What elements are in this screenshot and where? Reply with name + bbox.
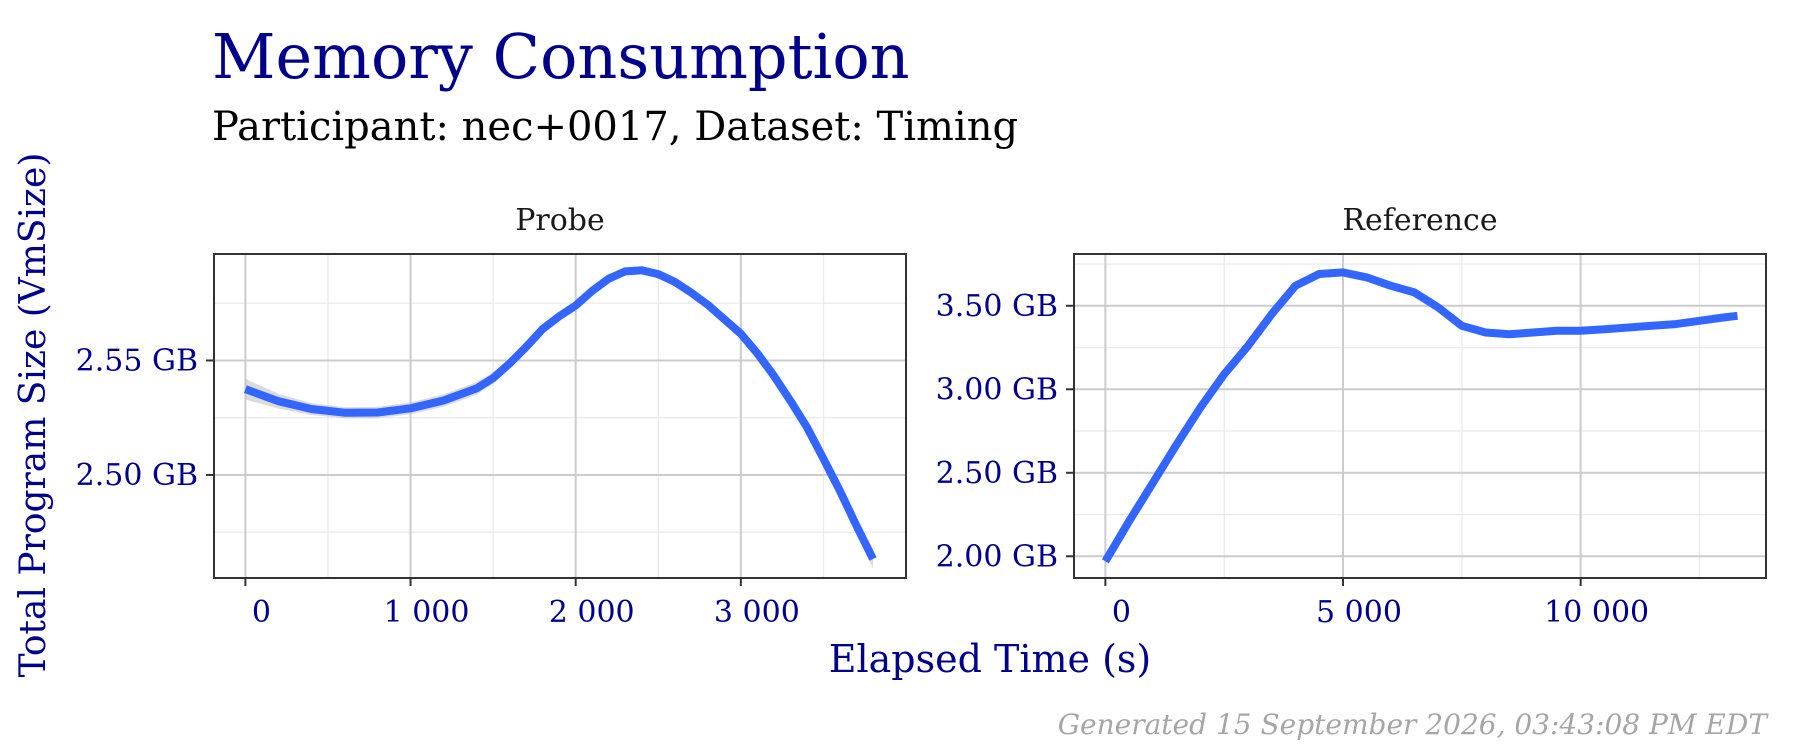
x-tick-label: 0 [1112, 595, 1131, 630]
y-tick-label: 2.50 GB [76, 458, 198, 493]
panel-border [213, 253, 907, 579]
x-tick-label: 10 000 [1544, 595, 1649, 630]
x-tick-label: 0 [252, 595, 271, 630]
reference-panel: Reference 0 5 000 10 000 2.00 GB 2.50 GB 3.00 … [936, 203, 1767, 630]
x-axis-label: Elapsed Time (s) [829, 637, 1152, 681]
confidence-ribbon [245, 267, 873, 569]
generated-caption: Generated 15 September 2026, 03:43:08 PM… [1058, 708, 1770, 741]
y-tick-label: 2.50 GB [936, 456, 1058, 491]
panel-strip-label: Reference [1342, 203, 1497, 238]
x-tick-label: 5 000 [1316, 595, 1402, 630]
chart-subtitle: Participant: nec+0017, Dataset: Timing [212, 104, 1018, 150]
x-tick-label: 1 000 [384, 595, 470, 630]
y-tick-label: 3.50 GB [936, 289, 1058, 324]
panel-border [1073, 253, 1767, 579]
series-line [244, 266, 877, 561]
series-line [1101, 268, 1738, 564]
panel-strip-label: Probe [515, 203, 605, 238]
probe-panel: Probe 0 1 000 2 000 3 000 2.50 GB 2.55 GB [76, 203, 907, 630]
chart-title: Memory Consumption [212, 20, 910, 93]
y-tick-label: 2.55 GB [76, 343, 198, 378]
x-tick-label: 3 000 [714, 595, 800, 630]
y-axis-label: Total Program Size (VmSize) [13, 153, 54, 678]
x-tick-label: 2 000 [549, 595, 635, 630]
y-tick-label: 2.00 GB [936, 539, 1058, 574]
y-tick-label: 3.00 GB [936, 372, 1058, 407]
confidence-ribbon [1105, 270, 1738, 565]
